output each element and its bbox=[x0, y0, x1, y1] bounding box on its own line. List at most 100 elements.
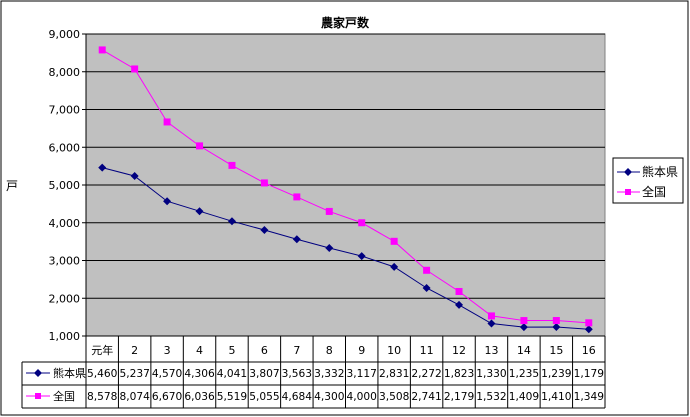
data-point-square bbox=[390, 237, 398, 245]
y-tick-label: 1,000 bbox=[49, 330, 81, 343]
y-tick-label: 5,000 bbox=[49, 179, 81, 192]
legend-label: 全国 bbox=[642, 184, 666, 199]
x-category-label: 15 bbox=[549, 344, 563, 357]
data-point-square bbox=[163, 118, 171, 126]
table-legend-diamond-marker bbox=[34, 369, 42, 377]
table-value: 3,807 bbox=[249, 367, 279, 380]
table-value: 3,563 bbox=[282, 367, 312, 380]
table-value: 4,000 bbox=[347, 390, 377, 403]
x-category-label: 16 bbox=[582, 344, 596, 357]
data-point-square bbox=[585, 319, 593, 327]
y-tick-label: 4,000 bbox=[49, 217, 81, 230]
table-value: 1,409 bbox=[509, 390, 539, 403]
table-value: 4,570 bbox=[152, 367, 182, 380]
table-value: 2,741 bbox=[411, 390, 441, 403]
legend-box bbox=[612, 157, 684, 204]
x-category-label: 7 bbox=[293, 344, 300, 357]
table-value: 8,578 bbox=[87, 390, 117, 403]
series-line-1 bbox=[101, 49, 589, 324]
table-value: 5,237 bbox=[119, 367, 149, 380]
legend-diamond-marker bbox=[624, 168, 632, 176]
x-category-label: 12 bbox=[452, 344, 466, 357]
table-value: 1,239 bbox=[541, 367, 571, 380]
data-point-square bbox=[131, 65, 139, 73]
data-point-square bbox=[196, 142, 204, 150]
x-category-label: 10 bbox=[387, 344, 401, 357]
x-category-label: 9 bbox=[358, 344, 365, 357]
table-series-name: 熊本県 bbox=[53, 366, 86, 380]
y-tick-label: 7,000 bbox=[49, 104, 81, 117]
data-point-diamond bbox=[455, 300, 464, 309]
table-value: 5,460 bbox=[87, 367, 117, 380]
table-value: 1,823 bbox=[444, 367, 474, 380]
table-value: 1,330 bbox=[476, 367, 506, 380]
data-point-square bbox=[487, 312, 495, 320]
y-tick-label: 6,000 bbox=[49, 141, 81, 154]
series-line-0 bbox=[102, 167, 589, 330]
data-point-square bbox=[293, 193, 301, 201]
data-point-diamond bbox=[584, 325, 593, 334]
table-value: 6,036 bbox=[184, 390, 214, 403]
table-value: 2,179 bbox=[444, 390, 474, 403]
legend-square-marker bbox=[625, 189, 631, 195]
data-point-diamond bbox=[325, 243, 334, 252]
x-category-label: 8 bbox=[326, 344, 333, 357]
data-point-square bbox=[520, 317, 528, 325]
data-point-square bbox=[552, 317, 560, 325]
table-value: 8,074 bbox=[119, 390, 149, 403]
table-legend-square-marker bbox=[35, 393, 41, 399]
data-point-square bbox=[260, 179, 268, 187]
x-category-label: 元年 bbox=[91, 343, 113, 357]
table-value: 6,670 bbox=[152, 390, 182, 403]
table-value: 2,831 bbox=[379, 367, 409, 380]
table-value: 4,306 bbox=[184, 367, 214, 380]
data-point-square bbox=[455, 287, 463, 295]
data-point-diamond bbox=[519, 323, 528, 332]
x-category-label: 13 bbox=[484, 344, 498, 357]
y-tick-label: 9,000 bbox=[49, 28, 81, 41]
y-axis-label: 戸 bbox=[6, 179, 18, 193]
data-point-diamond bbox=[390, 262, 399, 271]
data-point-diamond bbox=[422, 283, 431, 292]
x-category-label: 3 bbox=[164, 344, 171, 357]
x-category-label: 14 bbox=[517, 344, 531, 357]
x-category-label: 4 bbox=[196, 344, 203, 357]
data-point-square bbox=[423, 266, 431, 274]
data-point-diamond bbox=[357, 252, 366, 261]
data-point-diamond bbox=[292, 235, 301, 244]
x-category-label: 11 bbox=[420, 344, 434, 357]
data-point-diamond bbox=[227, 217, 236, 226]
table-value: 1,532 bbox=[476, 390, 506, 403]
data-point-diamond bbox=[552, 322, 561, 331]
table-value: 1,349 bbox=[574, 390, 604, 403]
data-point-diamond bbox=[487, 319, 496, 328]
x-category-label: 6 bbox=[261, 344, 268, 357]
table-value: 4,684 bbox=[282, 390, 312, 403]
y-tick-label: 8,000 bbox=[49, 66, 81, 79]
table-value: 2,272 bbox=[411, 367, 441, 380]
data-point-diamond bbox=[260, 226, 269, 235]
chart-title: 農家戸数 bbox=[321, 15, 370, 30]
table-value: 4,300 bbox=[314, 390, 344, 403]
y-tick-label: 2,000 bbox=[49, 292, 81, 305]
table-value: 1,179 bbox=[574, 367, 604, 380]
legend-label: 熊本県 bbox=[642, 164, 678, 179]
data-point-square bbox=[358, 219, 366, 227]
data-point-square bbox=[228, 161, 236, 169]
data-point-square bbox=[98, 46, 106, 54]
x-category-label: 5 bbox=[228, 344, 235, 357]
table-value: 5,519 bbox=[217, 390, 247, 403]
data-point-square bbox=[325, 207, 333, 215]
x-category-label: 2 bbox=[131, 344, 138, 357]
table-series-name: 全国 bbox=[53, 389, 75, 403]
data-point-diamond bbox=[163, 197, 172, 206]
y-tick-label: 3,000 bbox=[49, 255, 81, 268]
table-value: 1,235 bbox=[509, 367, 539, 380]
table-value: 1,410 bbox=[541, 390, 571, 403]
data-point-diamond bbox=[130, 172, 139, 181]
table-value: 3,508 bbox=[379, 390, 409, 403]
data-point-diamond bbox=[98, 163, 107, 172]
table-value: 3,117 bbox=[347, 367, 377, 380]
